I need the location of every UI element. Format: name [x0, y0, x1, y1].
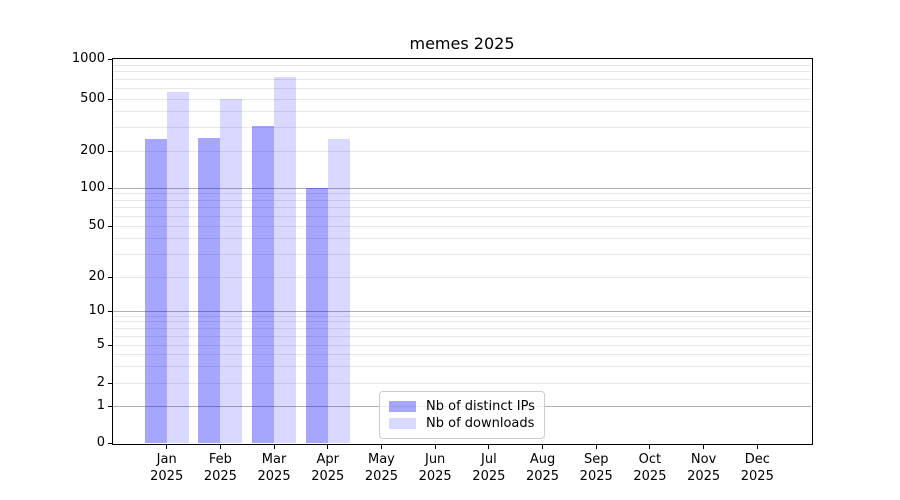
- x-tick-mark: [327, 444, 329, 449]
- y-tick-mark: [108, 442, 113, 444]
- x-tick-label: Aug 2025: [525, 452, 560, 484]
- gridline-minor: [113, 327, 811, 329]
- x-tick-label: Apr 2025: [311, 452, 345, 484]
- legend-label-downloads: Nb of downloads: [426, 416, 535, 431]
- gridline-minor: [113, 225, 811, 227]
- gridline-minor: [113, 276, 811, 278]
- bar-downloads-feb: [220, 99, 243, 443]
- y-tick-mark: [108, 98, 113, 100]
- gridline-minor: [113, 237, 811, 239]
- gridline-minor: [113, 253, 811, 255]
- x-tick-mark: [488, 444, 490, 449]
- y-tick-label: 200: [80, 143, 105, 158]
- x-tick-mark: [380, 444, 382, 449]
- x-tick-mark: [649, 444, 651, 449]
- gridline-minor: [113, 111, 811, 113]
- gridline-minor: [113, 315, 811, 317]
- gridline-minor: [113, 79, 811, 81]
- y-tick-label: 1000: [71, 51, 105, 66]
- bar-distinct-ips-feb: [198, 138, 221, 443]
- gridline-minor: [113, 64, 811, 66]
- bar-distinct-ips-mar: [252, 126, 275, 443]
- x-tick-label: Mar 2025: [257, 452, 291, 484]
- x-tick-mark: [434, 444, 436, 449]
- legend: Nb of distinct IPs Nb of downloads: [379, 391, 545, 439]
- y-tick-mark: [108, 225, 113, 227]
- y-tick-label: 50: [88, 218, 105, 233]
- gridline-major: [113, 310, 811, 312]
- y-tick-mark: [108, 344, 113, 346]
- legend-item-downloads: Nb of downloads: [389, 415, 535, 432]
- gridline-minor: [113, 98, 811, 100]
- y-tick-label: 1: [96, 398, 105, 413]
- y-tick-label: 20: [88, 269, 105, 284]
- x-tick-label: Jan 2025: [150, 452, 184, 484]
- x-tick-label: Sep 2025: [579, 452, 613, 484]
- y-tick-label: 10: [88, 303, 105, 318]
- gridline-minor: [113, 353, 811, 355]
- y-tick-label: 5: [96, 337, 105, 352]
- legend-label-distinct-ips: Nb of distinct IPs: [426, 399, 535, 414]
- legend-item-distinct-ips: Nb of distinct IPs: [389, 398, 535, 415]
- x-tick-mark: [273, 444, 275, 449]
- y-tick-mark: [108, 405, 113, 407]
- y-tick-mark: [108, 58, 113, 60]
- gridline-minor: [113, 344, 811, 346]
- y-tick-label: 100: [80, 180, 105, 195]
- x-tick-mark: [542, 444, 544, 449]
- y-tick-mark: [108, 187, 113, 189]
- gridline-minor: [113, 321, 811, 323]
- x-tick-label: Dec 2025: [740, 452, 774, 484]
- gridline-major: [113, 187, 811, 189]
- y-tick-mark: [108, 382, 113, 384]
- x-tick-label: Oct 2025: [633, 452, 667, 484]
- gridline-minor: [113, 199, 811, 201]
- bar-distinct-ips-jan: [144, 139, 167, 443]
- x-tick-mark: [166, 444, 168, 449]
- bar-downloads-apr: [327, 139, 350, 443]
- gridline-minor: [113, 365, 811, 367]
- legend-swatch-downloads: [389, 418, 416, 429]
- x-tick-label: May 2025: [364, 452, 398, 484]
- gridline-minor: [113, 87, 811, 89]
- y-tick-mark: [108, 150, 113, 152]
- x-tick-mark: [756, 444, 758, 449]
- x-tick-label: Jul 2025: [472, 452, 506, 484]
- x-tick-mark: [703, 444, 705, 449]
- gridline-minor: [113, 127, 811, 129]
- chart-title: memes 2025: [409, 34, 515, 53]
- legend-swatch-distinct-ips: [389, 401, 416, 412]
- gridline-minor: [113, 207, 811, 209]
- bar-downloads-jan: [166, 91, 189, 443]
- x-tick-mark: [219, 444, 221, 449]
- y-tick-label: 0: [96, 435, 105, 450]
- y-tick-label: 2: [96, 375, 105, 390]
- plot-area: Nb of distinct IPs Nb of downloads: [113, 59, 811, 443]
- y-tick-mark: [108, 276, 113, 278]
- gridline-minor: [113, 193, 811, 195]
- gridline-minor: [113, 335, 811, 337]
- bar-downloads-mar: [274, 77, 297, 443]
- y-tick-label: 500: [80, 91, 105, 106]
- gridline-minor: [113, 382, 811, 384]
- x-tick-label: Feb 2025: [203, 452, 237, 484]
- bar-distinct-ips-apr: [305, 188, 328, 443]
- gridline-minor: [113, 215, 811, 217]
- y-tick-mark: [108, 310, 113, 312]
- gridline-minor: [113, 71, 811, 73]
- x-tick-label: Jun 2025: [418, 452, 452, 484]
- gridline-minor: [113, 150, 811, 152]
- x-tick-mark: [595, 444, 597, 449]
- x-tick-label: Nov 2025: [687, 452, 721, 484]
